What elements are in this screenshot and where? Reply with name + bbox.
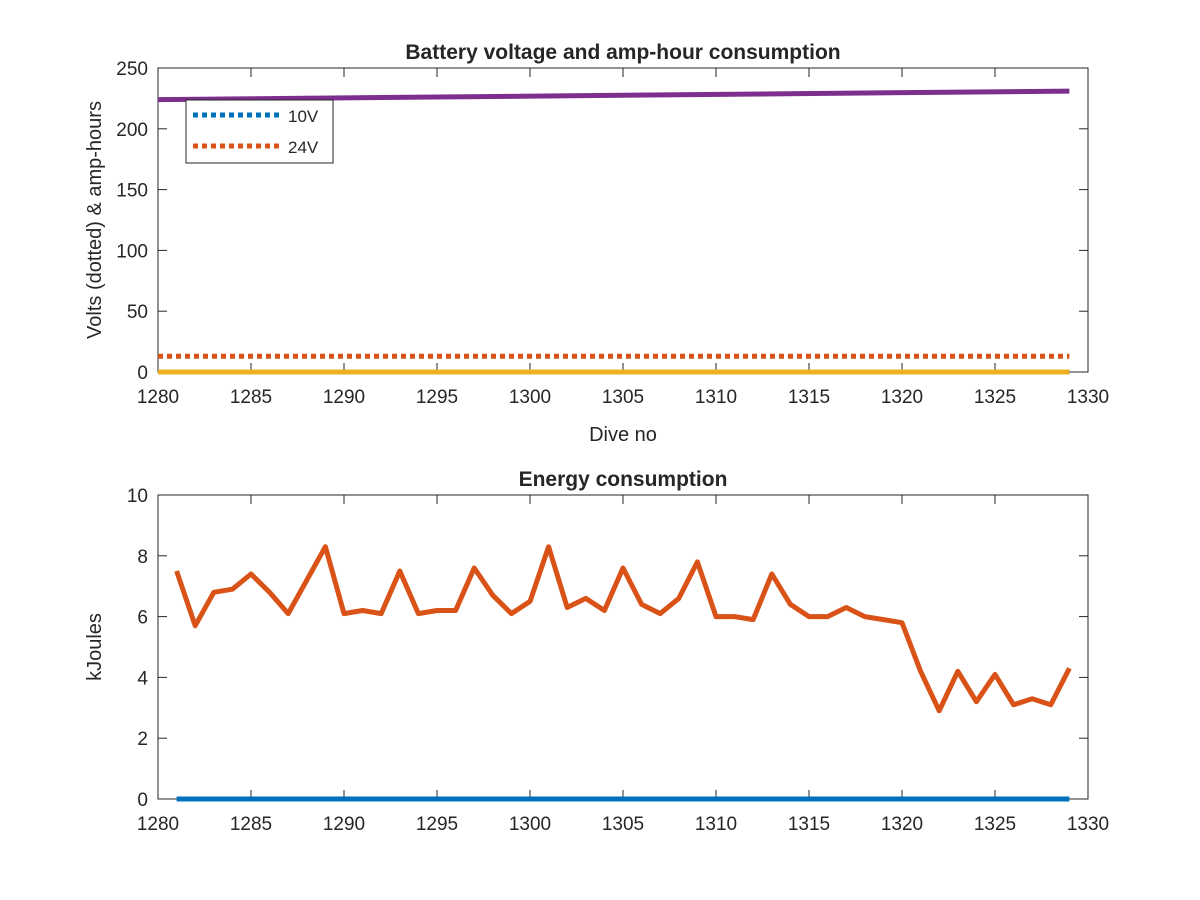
x-tick-label: 1290 (323, 814, 365, 835)
x-tick-label: 1315 (788, 387, 830, 408)
y-tick-label: 250 (116, 59, 148, 80)
x-tick-label: 1290 (323, 387, 365, 408)
x-tick-label: 1295 (416, 387, 458, 408)
energy-chart: 1280 1285 1290 1295 1300 1305 1310 1315 1320 1325… (84, 468, 1109, 835)
y-tick-label: 50 (127, 302, 148, 323)
x-tick-label: 1300 (509, 387, 551, 408)
x-tick-label: 1325 (974, 387, 1016, 408)
y-tick-label: 200 (116, 120, 148, 141)
y-tick-label: 6 (137, 608, 148, 629)
y-axis-label: kJoules (84, 613, 106, 681)
y-tick-label: 4 (137, 668, 148, 689)
x-tick-label: 1330 (1067, 387, 1109, 408)
axes-box (157, 494, 1089, 800)
x-axis-label: Dive no (589, 424, 657, 446)
y-axis-label: Volts (dotted) & amp-hours (84, 101, 106, 339)
x-tick-label: 1285 (230, 814, 272, 835)
legend-box (185, 99, 334, 164)
y-tick-label: 150 (116, 181, 148, 202)
series-line-3 (157, 88, 1070, 103)
x-tick-label: 1300 (509, 814, 551, 835)
series-line-0 (174, 544, 1072, 714)
x-tick-label: 1320 (881, 814, 923, 835)
chart-title: Energy consumption (519, 468, 728, 491)
y-tick-label: 0 (137, 363, 148, 384)
x-tick-label: 1315 (788, 814, 830, 835)
y-tick-label: 10 (127, 486, 148, 507)
x-tick-label: 1280 (137, 814, 179, 835)
legend: 10V 24V (185, 99, 334, 164)
x-tick-label: 1285 (230, 387, 272, 408)
y-tick-label: 2 (137, 729, 148, 750)
voltage-chart: 1280 1285 1290 1295 1300 1305 1310 1315 1320 1325… (84, 41, 1109, 446)
x-tick-label: 1310 (695, 814, 737, 835)
legend-label: 24V (288, 138, 319, 157)
x-tick-label: 1305 (602, 814, 644, 835)
x-tick-label: 1295 (416, 814, 458, 835)
x-tick-label: 1280 (137, 387, 179, 408)
x-tick-label: 1330 (1067, 814, 1109, 835)
chart-title: Battery voltage and amp-hour consumption (405, 41, 840, 64)
x-tick-label: 1310 (695, 387, 737, 408)
x-tick-label: 1305 (602, 387, 644, 408)
y-tick-label: 8 (137, 547, 148, 568)
y-tick-label: 0 (137, 790, 148, 811)
x-tick-label: 1325 (974, 814, 1016, 835)
legend-label: 10V (288, 107, 319, 126)
y-tick-label: 100 (116, 241, 148, 262)
x-tick-label: 1320 (881, 387, 923, 408)
